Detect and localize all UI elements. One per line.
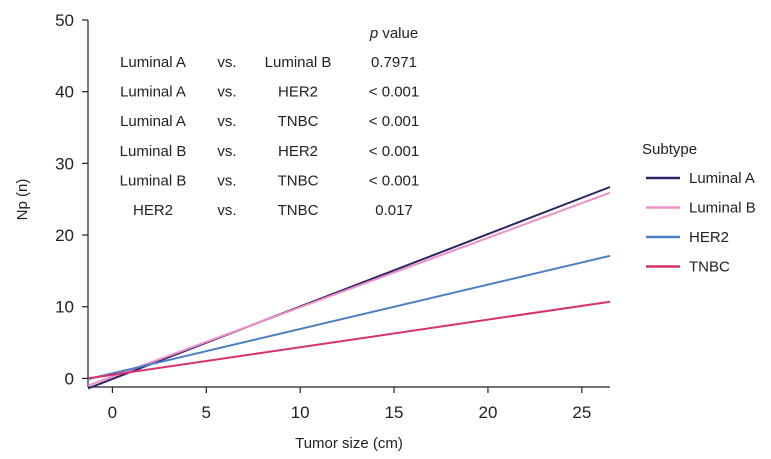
legend-label: TNBC [689,259,730,276]
legend-label: Luminal A [689,170,755,187]
x-tick-label: 20 [478,403,497,422]
comparison-p-value: 0.017 [375,202,413,219]
legend-title: Subtype [642,141,697,158]
comparison-group2: HER2 [278,143,318,160]
y-axis-title: Np (n) [14,179,31,221]
p-value-header-value: value [378,25,418,42]
x-axis-title: Tumor size (cm) [295,435,403,452]
comparison-group2: TNBC [278,202,319,219]
comparison-group1: Luminal A [120,113,186,130]
y-tick-label: 30 [55,154,74,173]
x-tick-label: 15 [385,403,404,422]
series-line-luminal-a [87,186,611,390]
comparison-group2: TNBC [278,172,319,189]
p-value-header: p value [369,25,418,42]
comparison-vs: vs. [217,143,236,160]
comparison-group2: HER2 [278,84,318,101]
legend-label: HER2 [689,229,729,246]
p-value-header-p: p [369,25,378,42]
axes: 0 10 20 30 40 50 0 5 10 15 20 25 Tumor size (cm) Np (… [14,11,610,452]
y-tick-label: 40 [55,83,74,102]
comparison-vs: vs. [217,172,236,189]
x-tick-label: 25 [572,403,591,422]
comparison-p-value: 0.7971 [371,54,417,71]
comparison-group1: HER2 [133,202,173,219]
series-line-tnbc [87,300,611,380]
comparison-group2: TNBC [278,113,319,130]
comparison-vs: vs. [217,202,236,219]
comparison-p-value: < 0.001 [369,143,419,160]
comparison-group1: Luminal A [120,54,186,71]
p-value-table: p value Luminal A vs. Luminal B 0.7971 Lumina… [120,25,420,219]
y-tick-label: 20 [55,226,74,245]
legend-label: Luminal B [689,200,756,217]
comparison-vs: vs. [217,54,236,71]
x-tick-label: 5 [202,403,211,422]
comparison-group2: Luminal B [265,54,332,71]
x-tick-label: 0 [108,403,117,422]
comparison-group1: Luminal B [120,172,187,189]
y-tick-label: 50 [55,11,74,30]
series-layer [87,186,611,390]
series-line-luminal-b [87,191,611,387]
x-tick-label: 10 [291,403,310,422]
comparison-p-value: < 0.001 [369,113,419,130]
comparison-group1: Luminal A [120,84,186,101]
comparison-p-value: < 0.001 [369,84,419,101]
legend: Subtype Luminal A Luminal B HER2 TNBC [642,141,756,276]
comparison-vs: vs. [217,113,236,130]
y-tick-label: 10 [55,298,74,317]
comparison-group1: Luminal B [120,143,187,160]
series-line-her2 [87,254,611,381]
comparison-vs: vs. [217,84,236,101]
y-tick-label: 0 [65,369,74,388]
comparison-p-value: < 0.001 [369,172,419,189]
